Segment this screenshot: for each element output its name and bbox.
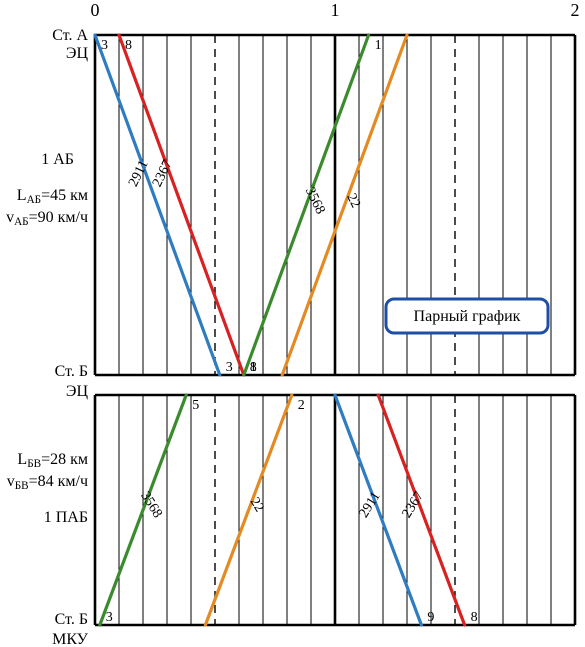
endpoint-num: 1 (250, 360, 257, 375)
endpoint-num: 2 (298, 398, 305, 413)
left-label-ab1: 1 АБ (41, 151, 74, 168)
annotation-text: Парный график (414, 308, 521, 325)
time-tick-label: 2 (571, 0, 580, 20)
endpoint-num: 8 (125, 38, 132, 53)
time-tick-label: 1 (331, 0, 340, 20)
left-label-etsA: ЭЦ (66, 45, 89, 62)
endpoint-num: 8 (471, 610, 478, 625)
left-label-mku: МКУ (52, 631, 89, 647)
left-label-stA: Ст. А (52, 27, 88, 44)
time-tick-label: 0 (91, 0, 100, 20)
endpoint-num: 5 (192, 398, 199, 413)
train-graph-svg: 012Ст. АЭЦ1 АБLАБ=45 кмvАБ=90 км/чСт. БЭ… (0, 0, 585, 647)
endpoint-num: 3 (226, 360, 233, 375)
endpoint-num: 3 (101, 38, 108, 53)
left-label-pab1: 1 ПАБ (44, 509, 88, 526)
left-label-stB1: Ст. Б (55, 363, 88, 380)
annotation-box: Парный график (386, 299, 548, 333)
endpoint-num: 3 (106, 610, 113, 625)
endpoint-num: 1 (375, 38, 382, 53)
left-label-stB2: Ст. Б (55, 611, 88, 628)
left-label-etsB: ЭЦ (66, 383, 89, 400)
endpoint-num: 9 (427, 610, 434, 625)
